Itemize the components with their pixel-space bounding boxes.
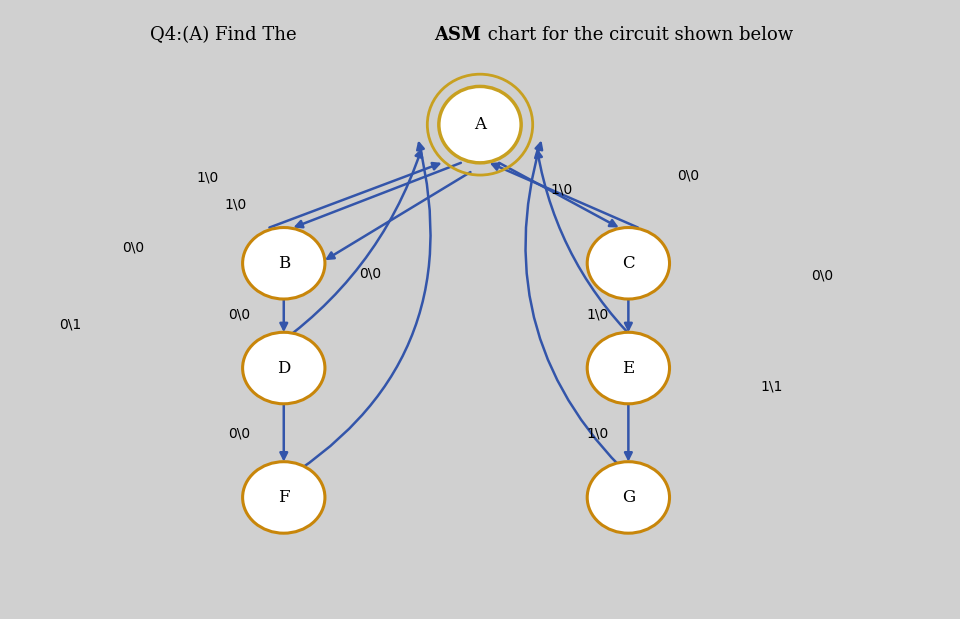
Text: E: E [622, 360, 635, 376]
Text: 0\0: 0\0 [811, 269, 833, 283]
Text: 0\0: 0\0 [123, 241, 145, 255]
Text: G: G [622, 489, 635, 506]
Text: B: B [277, 255, 290, 272]
Text: D: D [277, 360, 291, 376]
Ellipse shape [439, 87, 521, 163]
Text: 1\0: 1\0 [587, 308, 609, 321]
Text: 0\0: 0\0 [228, 427, 250, 441]
Text: F: F [278, 489, 290, 506]
Text: 0\0: 0\0 [359, 267, 381, 281]
Text: 1\0: 1\0 [550, 183, 572, 196]
Ellipse shape [243, 332, 324, 404]
Text: chart for the circuit shown below: chart for the circuit shown below [482, 26, 793, 44]
Text: ASM: ASM [434, 26, 481, 44]
Text: 1\0: 1\0 [587, 427, 609, 441]
Text: 0\0: 0\0 [678, 168, 700, 182]
Text: 0\1: 0\1 [60, 318, 82, 332]
Text: 1\0: 1\0 [196, 170, 218, 184]
Text: 0\0: 0\0 [228, 308, 250, 321]
Text: A: A [474, 116, 486, 133]
Ellipse shape [588, 332, 669, 404]
Ellipse shape [588, 462, 669, 533]
Text: Q4:(A) Find The: Q4:(A) Find The [150, 26, 302, 44]
Ellipse shape [588, 228, 669, 299]
Text: C: C [622, 255, 635, 272]
Ellipse shape [243, 462, 324, 533]
Text: 1\1: 1\1 [760, 379, 783, 394]
Text: 1\0: 1\0 [225, 197, 247, 212]
Ellipse shape [243, 228, 324, 299]
